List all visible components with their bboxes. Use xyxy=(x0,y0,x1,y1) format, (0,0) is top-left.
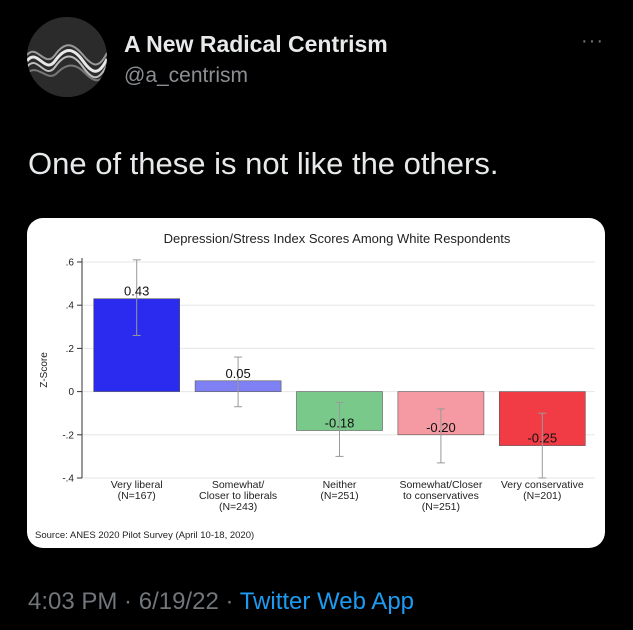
category-label: (N=201) xyxy=(523,490,561,502)
y-axis-label: Z-Score xyxy=(39,352,50,388)
category-label: Very conservative xyxy=(501,479,584,491)
source-app-link[interactable]: Twitter Web App xyxy=(239,588,415,615)
data-label: 0.05 xyxy=(225,366,250,381)
data-label: -0.25 xyxy=(527,431,557,446)
y-tick-label: .6 xyxy=(66,258,75,269)
data-label: 0.43 xyxy=(124,284,149,299)
y-tick-label: -.2 xyxy=(62,430,74,441)
wave-lines-avatar-icon xyxy=(27,17,107,97)
category-label: (N=167) xyxy=(118,490,156,502)
tweet-time[interactable]: 4:03 PM xyxy=(28,588,118,615)
category-label: Closer to liberals xyxy=(199,490,277,502)
tweet-meta: 4:03 PM · 6/19/22 · Twitter Web App xyxy=(28,588,414,616)
meta-separator: · xyxy=(117,588,139,615)
y-tick-label: .2 xyxy=(66,344,75,355)
chart-source: Source: ANES 2020 Pilot Survey (April 10… xyxy=(35,530,254,541)
meta-separator: · xyxy=(218,588,240,615)
more-dots-icon[interactable]: ··· xyxy=(581,30,604,52)
tweet-text: One of these is not like the others. xyxy=(28,146,499,181)
category-label: (N=251) xyxy=(422,501,460,513)
y-tick-label: .4 xyxy=(66,301,75,312)
category-label: Very liberal xyxy=(111,479,163,491)
category-label: (N=251) xyxy=(320,490,358,502)
category-label: to conservatives xyxy=(403,490,479,502)
category-label: (N=243) xyxy=(219,501,257,513)
y-tick-label: -.4 xyxy=(62,474,74,485)
category-label: Somewhat/ xyxy=(212,479,265,491)
category-label: Neither xyxy=(323,479,357,491)
data-label: -0.18 xyxy=(325,415,355,430)
chart-title: Depression/Stress Index Scores Among Whi… xyxy=(164,231,511,246)
data-label: -0.20 xyxy=(426,420,456,435)
y-tick-label: 0 xyxy=(68,387,74,398)
category-label: Somewhat/Closer xyxy=(399,479,482,491)
author-display-name[interactable]: A New Radical Centrism xyxy=(124,31,388,57)
avatar[interactable] xyxy=(27,17,107,97)
tweet-date[interactable]: 6/19/22 xyxy=(138,588,219,615)
author-handle[interactable]: @a_centrism xyxy=(124,64,249,87)
bar-chart: Depression/Stress Index Scores Among Whi… xyxy=(35,231,595,541)
chart-image-card[interactable]: Depression/Stress Index Scores Among Whi… xyxy=(27,218,605,548)
